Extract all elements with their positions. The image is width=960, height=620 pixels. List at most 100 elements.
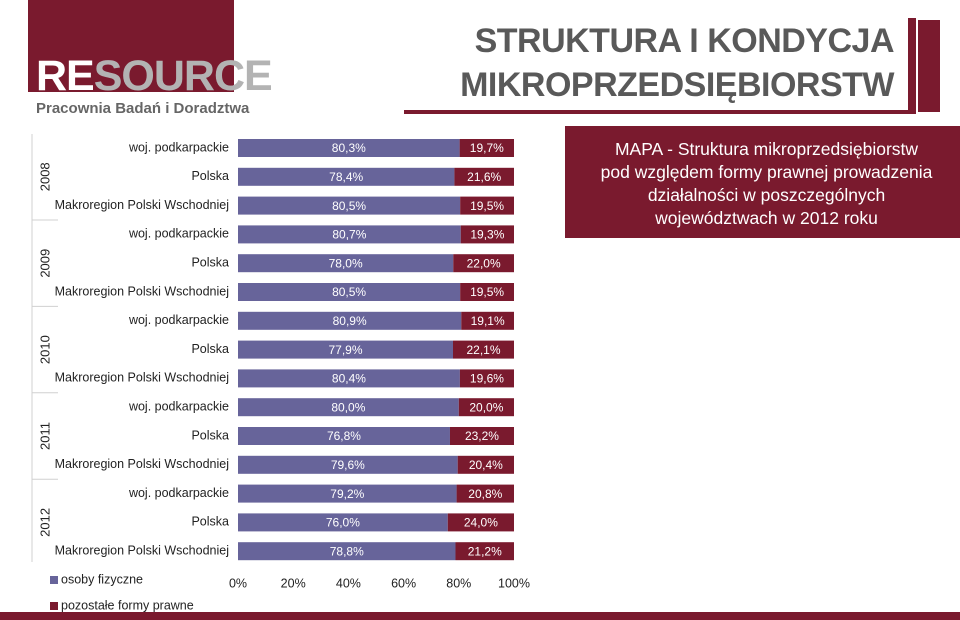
x-tick-label: 20% xyxy=(281,576,306,590)
bar-osoby-fizyczne xyxy=(238,167,455,186)
category-label: Polska xyxy=(191,515,229,529)
bar-osoby-fizyczne xyxy=(238,427,450,445)
year-label-2011: 2011 xyxy=(37,422,52,450)
data-label-pozostale-formy: 22,1% xyxy=(466,343,500,357)
footer-bar xyxy=(0,612,960,620)
data-label-osoby-fizyczne: 80,9% xyxy=(333,314,367,328)
data-label-osoby-fizyczne: 79,6% xyxy=(331,458,365,472)
data-label-pozostale-formy: 24,0% xyxy=(464,516,498,530)
legend-label: pozostałe formy prawne xyxy=(61,598,194,612)
data-label-pozostale-formy: 19,3% xyxy=(470,228,504,242)
bar-pozostale-formy-prawne xyxy=(460,196,514,215)
data-label-osoby-fizyczne: 80,5% xyxy=(332,199,366,213)
logo: RESOURCE Pracownia Badań i Doradztwa xyxy=(0,0,273,128)
data-label-osoby-fizyczne: 78,8% xyxy=(330,544,364,558)
category-label: Polska xyxy=(191,169,229,183)
data-label-pozostale-formy: 19,5% xyxy=(470,285,504,299)
bar-osoby-fizyczne xyxy=(238,542,456,561)
logo-block xyxy=(28,0,234,92)
data-label-osoby-fizyczne: 79,2% xyxy=(330,487,364,501)
bar-osoby-fizyczne xyxy=(238,225,461,244)
data-label-osoby-fizyczne: 80,5% xyxy=(332,285,366,299)
bar-osoby-fizyczne xyxy=(238,484,457,503)
bar-pozostale-formy-prawne xyxy=(453,254,514,273)
category-label: Polska xyxy=(191,255,229,269)
data-label-pozostale-formy: 21,6% xyxy=(467,170,501,184)
data-label-pozostale-formy: 20,4% xyxy=(469,458,503,472)
legend-label: osoby fizyczne xyxy=(61,572,143,586)
category-label: Makroregion Polski Wschodniej xyxy=(55,371,229,385)
x-tick-label: 80% xyxy=(446,576,471,590)
bar-pozostale-formy-prawne xyxy=(453,340,514,359)
map-info-line-1: MAPA - Struktura mikroprzedsiębiorstw xyxy=(614,139,919,159)
page-title-line-1: STRUKTURA I KONDYCJA xyxy=(474,22,895,60)
data-label-pozostale-formy: 19,1% xyxy=(471,314,505,328)
data-label-osoby-fizyczne: 78,0% xyxy=(329,256,363,270)
data-label-osoby-fizyczne: 80,3% xyxy=(332,141,366,155)
bar-pozostale-formy-prawne xyxy=(461,311,514,330)
data-label-osoby-fizyczne: 76,0% xyxy=(326,516,360,530)
category-label: woj. podkarpackie xyxy=(128,313,229,327)
category-label: woj. podkarpackie xyxy=(128,227,229,241)
bar-pozostale-formy-prawne xyxy=(458,398,514,417)
category-label: Polska xyxy=(191,428,229,442)
bar-osoby-fizyczne xyxy=(238,398,459,417)
logo-suffix: SOURCE xyxy=(93,52,273,100)
category-label: Polska xyxy=(191,342,229,356)
bar-osoby-fizyczne xyxy=(238,513,448,532)
category-label: woj. podkarpackie xyxy=(128,140,229,154)
bar-pozostale-formy-prawne xyxy=(459,369,514,388)
x-tick-label: 60% xyxy=(391,576,416,590)
bar-osoby-fizyczne xyxy=(238,196,461,215)
legend-swatch xyxy=(50,602,58,610)
year-label-2012: 2012 xyxy=(37,508,52,537)
data-label-pozostale-formy: 21,2% xyxy=(468,544,502,558)
bar-pozostale-formy-prawne xyxy=(460,283,514,301)
data-label-osoby-fizyczne: 80,7% xyxy=(332,228,366,242)
stacked-bar-chart: 2008 woj. podkarpackie 80,3% 19,7% Polska 78,… xyxy=(31,134,530,612)
x-tick-label: 100% xyxy=(498,576,530,590)
bar-osoby-fizyczne xyxy=(238,455,458,474)
data-label-pozostale-formy: 20,0% xyxy=(469,400,503,414)
logo-wordmark: RESOURCE xyxy=(36,52,273,101)
data-label-osoby-fizyczne: 76,8% xyxy=(327,429,361,443)
bar-osoby-fizyczne xyxy=(238,283,461,301)
x-tick-label: 40% xyxy=(336,576,361,590)
year-label-2008: 2008 xyxy=(37,162,52,191)
category-label: woj. podkarpackie xyxy=(128,486,229,500)
data-label-osoby-fizyczne: 80,0% xyxy=(331,400,365,414)
bar-osoby-fizyczne xyxy=(238,311,462,330)
bar-pozostale-formy-prawne xyxy=(455,542,514,561)
data-label-pozostale-formy: 19,6% xyxy=(470,372,504,386)
data-label-osoby-fizyczne: 78,4% xyxy=(329,170,363,184)
map-info-line-2: pod względem formy prawnej prowadzenia xyxy=(600,162,933,182)
page-title-line-2: MIKROPRZEDSIĘBIORSTW xyxy=(460,66,894,104)
logo-subtitle: Pracownia Badań i Doradztwa xyxy=(36,100,250,117)
data-label-pozostale-formy: 23,2% xyxy=(465,429,499,443)
bar-pozostale-formy-prawne xyxy=(456,484,514,503)
data-label-pozostale-formy: 22,0% xyxy=(467,256,501,270)
data-label-osoby-fizyczne: 80,4% xyxy=(332,372,366,386)
bar-osoby-fizyczne xyxy=(238,340,454,359)
data-label-pozostale-formy: 19,5% xyxy=(470,199,504,213)
logo-prefix: RE xyxy=(36,52,95,100)
category-label: Makroregion Polski Wschodniej xyxy=(55,284,229,298)
data-label-osoby-fizyczne: 77,9% xyxy=(328,343,362,357)
bar-pozostale-formy-prawne xyxy=(457,455,514,474)
title-accent-bar xyxy=(918,20,940,112)
map-info-line-3: działalności w poszczególnych xyxy=(647,185,886,205)
map-info-line-4: województwach w 2012 roku xyxy=(655,208,878,228)
year-label-2010: 2010 xyxy=(37,335,52,364)
category-label: Makroregion Polski Wschodniej xyxy=(55,543,229,557)
x-tick-label: 0% xyxy=(229,576,247,590)
bar-osoby-fizyczne xyxy=(238,254,454,273)
bar-pozostale-formy-prawne xyxy=(459,139,514,157)
data-label-pozostale-formy: 19,7% xyxy=(470,141,504,155)
year-label-2009: 2009 xyxy=(37,249,52,278)
map-info-box: MAPA - Struktura mikroprzedsiębiorstw po… xyxy=(565,126,960,238)
bar-pozostale-formy-prawne xyxy=(460,225,514,244)
bar-osoby-fizyczne xyxy=(238,139,460,157)
bar-osoby-fizyczne xyxy=(238,369,460,388)
bar-pozostale-formy-prawne xyxy=(447,513,514,532)
bar-pozostale-formy-prawne xyxy=(449,427,514,445)
